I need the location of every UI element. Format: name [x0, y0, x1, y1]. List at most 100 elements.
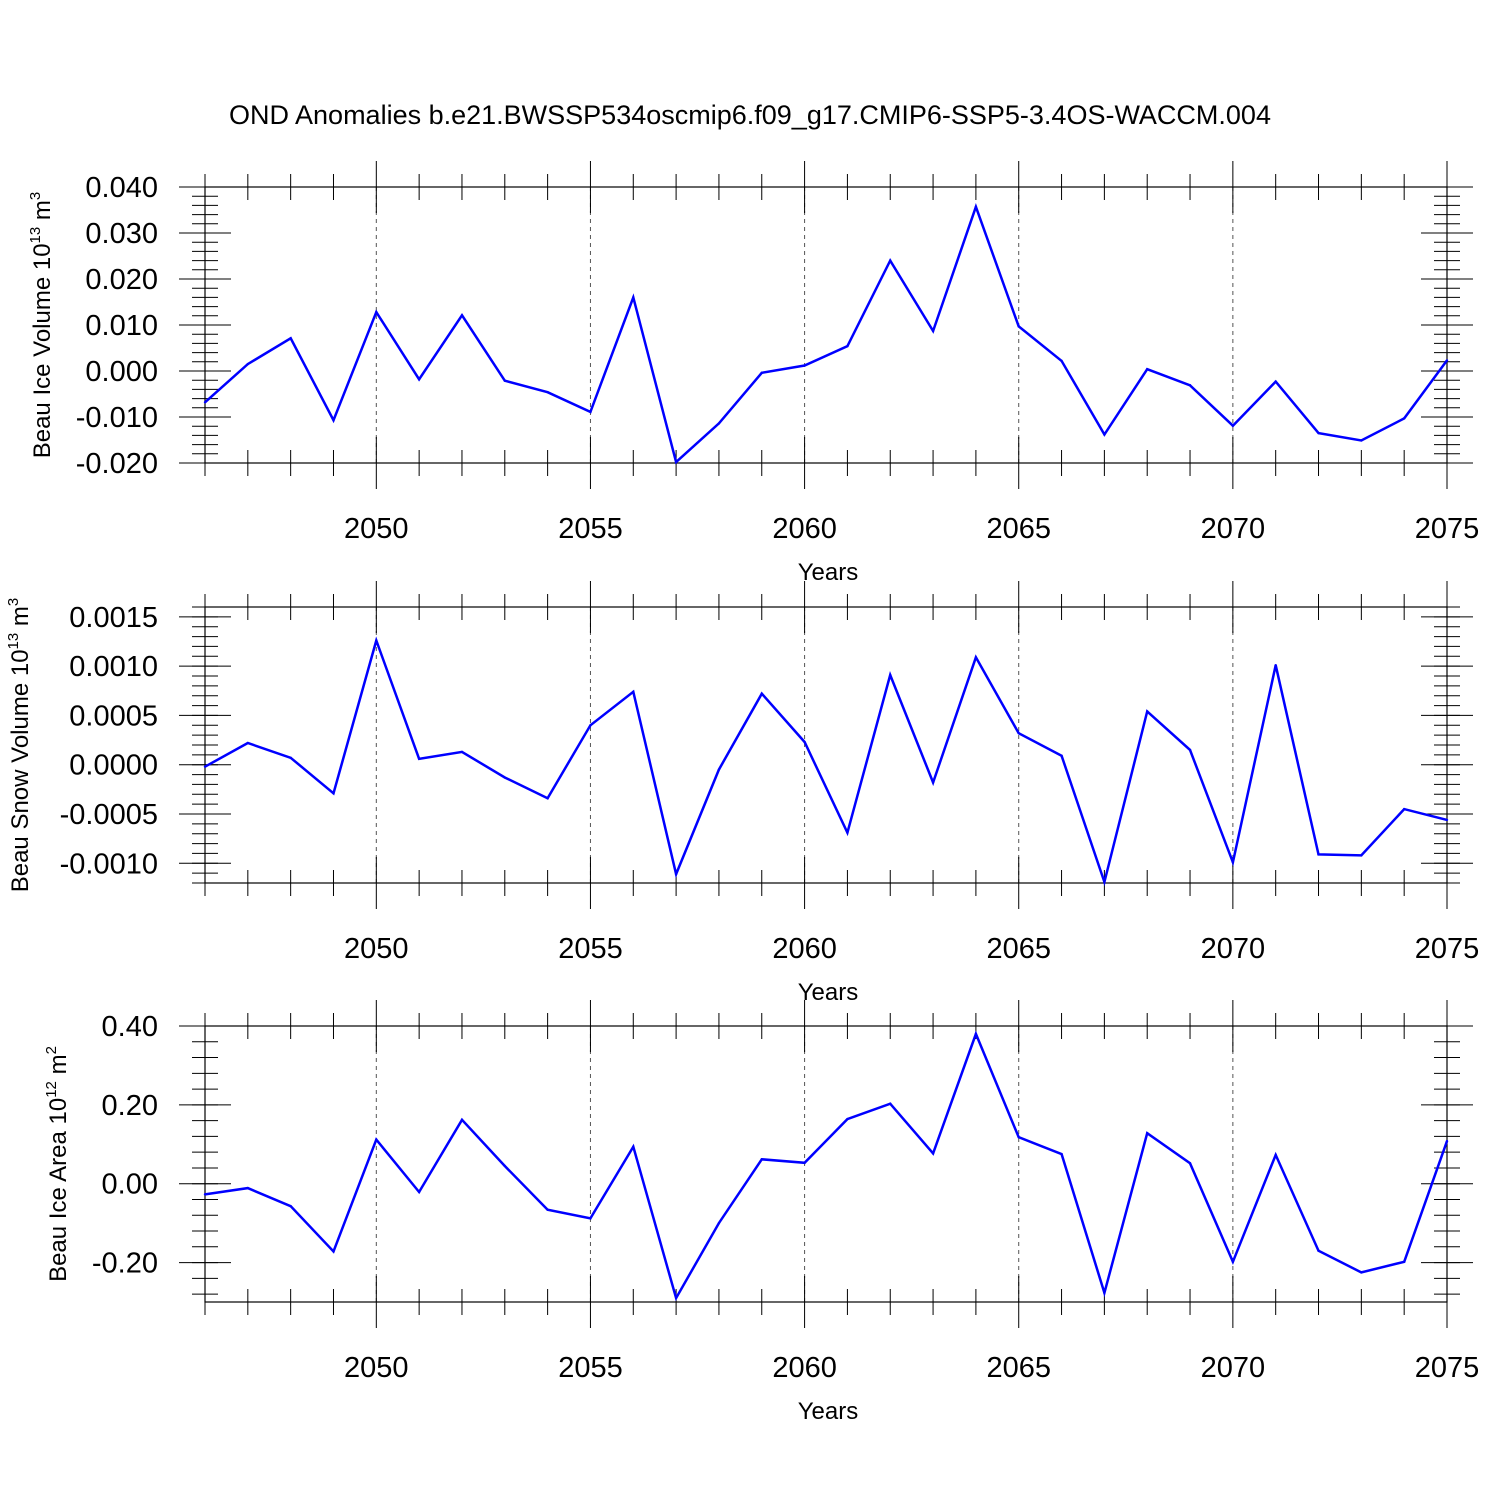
- x-tick-label: 2065: [986, 933, 1051, 965]
- data-point: [246, 362, 250, 366]
- y-tick-label: 0.020: [85, 264, 158, 296]
- data-point: [1060, 754, 1063, 758]
- data-point: [1188, 1162, 1192, 1165]
- data-point: [760, 371, 763, 375]
- data-point: [1188, 748, 1192, 752]
- data-point: [974, 1032, 978, 1036]
- data-point: [1317, 1249, 1320, 1252]
- data-point: [674, 872, 678, 876]
- x-tick-label: 2065: [986, 513, 1051, 545]
- data-point: [974, 205, 978, 208]
- y-tick-label: 0.010: [85, 310, 158, 342]
- data-point: [332, 1250, 335, 1253]
- data-point: [375, 639, 378, 642]
- y-tick-label: -0.0005: [60, 799, 158, 831]
- y-tick-label: 0.0005: [69, 700, 158, 732]
- x-tick-label: 2050: [344, 933, 409, 965]
- x-tick-label: 2075: [1415, 513, 1480, 545]
- data-point: [203, 765, 207, 768]
- data-point: [1060, 1152, 1063, 1156]
- data-point: [332, 792, 335, 795]
- data-point: [1274, 1153, 1277, 1157]
- series-line: [204, 1030, 1449, 1302]
- data-point: [717, 1221, 721, 1225]
- panel-ice-area: -0.20 0.00 0.20 0.40 2050 2055 2060 2065 2070 207…: [43, 1000, 1479, 1425]
- panel-snow-volume: -0.0010 -0.0005 0.0000 0.0005 0.0010 0.0015 20…: [5, 581, 1479, 1006]
- x-tick-label: 2060: [772, 933, 837, 965]
- data-point: [803, 1161, 806, 1165]
- x-tick-label: 2070: [1201, 933, 1266, 965]
- data-point: [289, 337, 292, 340]
- y-tick-label: 0.000: [85, 356, 158, 388]
- data-point: [1402, 807, 1406, 811]
- data-point: [1402, 1260, 1406, 1263]
- data-point: [889, 1102, 892, 1105]
- data-point: [546, 390, 549, 394]
- x-tick-label: 2065: [986, 1352, 1051, 1384]
- x-tick-label: 2070: [1201, 513, 1266, 545]
- y-axis-label: Beau Snow Volume 1013 m3: [5, 598, 34, 893]
- data-point: [203, 1193, 207, 1196]
- data-point: [546, 797, 549, 800]
- data-point: [375, 1138, 378, 1141]
- data-point: [417, 757, 421, 760]
- data-point: [1017, 731, 1020, 735]
- data-point: [1360, 439, 1363, 442]
- data-point: [974, 656, 978, 659]
- data-point: [1017, 1135, 1020, 1139]
- y-tick-label: 0.00: [102, 1169, 158, 1201]
- data-point: [1060, 359, 1063, 363]
- data-point: [717, 768, 721, 771]
- chart-title: OND Anomalies b.e21.BWSSP534oscmip6.f09_…: [229, 100, 1271, 130]
- data-point: [632, 690, 635, 693]
- data-point: [1274, 380, 1277, 383]
- data-point: [1103, 1291, 1106, 1295]
- data-point: [1445, 1139, 1449, 1143]
- data-point: [375, 310, 378, 314]
- x-axis-label: Years: [798, 1398, 859, 1425]
- data-point: [1402, 417, 1406, 420]
- plot-frame: [204, 606, 1448, 884]
- data-point: [589, 410, 592, 414]
- data-point: [717, 422, 721, 425]
- data-point: [503, 776, 506, 779]
- data-point: [1231, 1260, 1235, 1263]
- data-point: [1017, 325, 1020, 328]
- y-tick-label: -0.020: [76, 448, 158, 480]
- data-point: [803, 740, 806, 744]
- data-point: [1146, 367, 1149, 371]
- x-axis-label: Years: [798, 559, 859, 586]
- data-point: [589, 1217, 592, 1220]
- x-tick-label: 2060: [772, 513, 837, 545]
- data-point: [246, 741, 250, 745]
- data-point: [289, 1204, 292, 1208]
- plot-frame: [204, 1025, 1448, 1303]
- data-point: [846, 1117, 849, 1121]
- data-point: [1360, 1271, 1363, 1274]
- data-point: [1231, 861, 1235, 864]
- data-point: [632, 1145, 635, 1148]
- y-tick-label: -0.0010: [60, 848, 158, 880]
- data-point: [846, 344, 849, 348]
- data-point: [203, 401, 207, 404]
- x-tick-label: 2055: [558, 1352, 623, 1384]
- x-axis-label: Years: [798, 979, 859, 1006]
- data-point: [1146, 1132, 1149, 1135]
- data-point: [674, 1296, 678, 1300]
- series-line: [204, 636, 1448, 887]
- y-axis-label: Beau Ice Area 1012 m2: [43, 1046, 72, 1282]
- series-line: [204, 203, 1449, 465]
- x-tick-label: 2050: [344, 1352, 409, 1384]
- x-tick-label: 2075: [1415, 933, 1480, 965]
- data-point: [503, 379, 506, 382]
- data-point: [760, 1158, 763, 1161]
- data-point: [1317, 853, 1320, 856]
- data-point: [803, 364, 806, 367]
- data-point: [1188, 384, 1192, 387]
- y-tick-label: 0.0010: [69, 651, 158, 683]
- y-tick-label: 0.40: [102, 1011, 158, 1043]
- data-point: [846, 831, 849, 834]
- data-point: [760, 692, 763, 695]
- data-point: [1360, 854, 1363, 857]
